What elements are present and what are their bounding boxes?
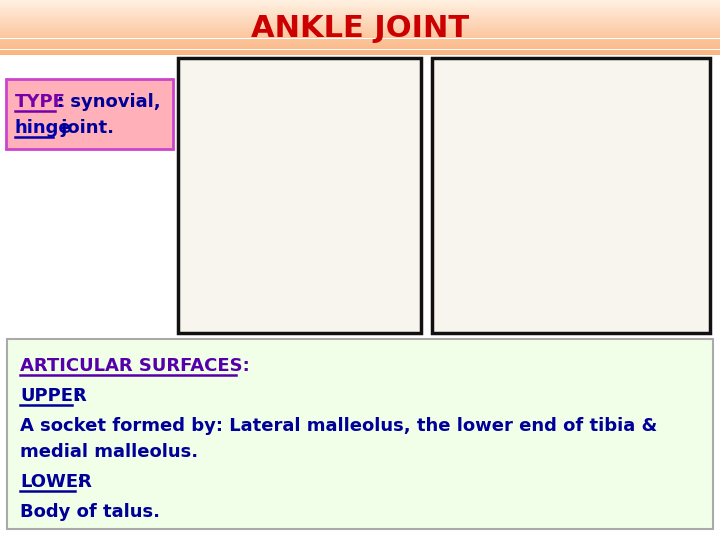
Bar bbox=[0, 35, 720, 36]
Text: A socket formed by: Lateral malleolus, the lower end of tibia &: A socket formed by: Lateral malleolus, t… bbox=[20, 417, 657, 435]
Bar bbox=[0, 47, 720, 48]
Bar bbox=[0, 13, 720, 14]
Bar bbox=[0, 17, 720, 18]
Bar bbox=[0, 55, 720, 540]
Bar bbox=[0, 46, 720, 47]
Bar bbox=[0, 40, 720, 41]
Bar bbox=[0, 12, 720, 13]
Bar bbox=[0, 51, 720, 52]
Bar bbox=[0, 32, 720, 33]
Text: :: : bbox=[74, 387, 81, 405]
Bar bbox=[0, 23, 720, 24]
Bar bbox=[0, 22, 720, 23]
Bar bbox=[0, 44, 720, 45]
Text: ARTICULAR SURFACES:: ARTICULAR SURFACES: bbox=[20, 357, 250, 375]
Bar bbox=[0, 48, 720, 49]
Bar bbox=[0, 39, 720, 40]
Bar bbox=[0, 52, 720, 53]
Bar bbox=[0, 10, 720, 11]
Bar bbox=[0, 20, 720, 21]
Bar bbox=[0, 45, 720, 46]
Bar bbox=[0, 28, 720, 29]
Bar bbox=[0, 50, 720, 51]
Text: UPPER: UPPER bbox=[20, 387, 86, 405]
Text: ANKLE JOINT: ANKLE JOINT bbox=[251, 14, 469, 43]
Bar bbox=[0, 49, 720, 50]
Bar bbox=[0, 41, 720, 42]
Bar bbox=[0, 2, 720, 3]
Bar bbox=[178, 58, 421, 333]
Text: joint.: joint. bbox=[55, 119, 114, 137]
Bar bbox=[0, 1, 720, 2]
Bar bbox=[0, 19, 720, 20]
Bar bbox=[0, 3, 720, 4]
Bar bbox=[0, 5, 720, 6]
Bar bbox=[0, 36, 720, 37]
Bar bbox=[0, 53, 720, 54]
Bar bbox=[0, 33, 720, 34]
Bar bbox=[0, 38, 720, 39]
Bar bbox=[0, 11, 720, 12]
Bar bbox=[0, 25, 720, 26]
Text: hinge: hinge bbox=[15, 119, 71, 137]
Text: Body of talus.: Body of talus. bbox=[20, 503, 160, 521]
Bar bbox=[0, 43, 720, 44]
Bar bbox=[0, 24, 720, 25]
Bar bbox=[0, 14, 720, 15]
Bar bbox=[0, 9, 720, 10]
Bar bbox=[0, 37, 720, 38]
Bar bbox=[432, 58, 710, 333]
Bar bbox=[0, 42, 720, 43]
Bar bbox=[0, 26, 720, 28]
Text: LOWER: LOWER bbox=[20, 473, 92, 491]
Bar bbox=[0, 21, 720, 22]
Bar bbox=[0, 30, 720, 31]
Bar bbox=[0, 16, 720, 17]
Text: : synovial,: : synovial, bbox=[57, 93, 161, 111]
Bar bbox=[0, 18, 720, 19]
FancyBboxPatch shape bbox=[6, 79, 173, 149]
Bar bbox=[0, 15, 720, 16]
Text: TYPE: TYPE bbox=[15, 93, 66, 111]
Bar bbox=[0, 34, 720, 35]
Text: :: : bbox=[77, 473, 84, 491]
Bar bbox=[0, 0, 720, 1]
Bar bbox=[0, 8, 720, 9]
Text: medial malleolus.: medial malleolus. bbox=[20, 443, 198, 461]
FancyBboxPatch shape bbox=[7, 339, 713, 529]
Bar bbox=[0, 4, 720, 5]
Bar bbox=[0, 31, 720, 32]
Bar bbox=[0, 6, 720, 8]
Bar bbox=[0, 29, 720, 30]
Bar bbox=[0, 54, 720, 55]
